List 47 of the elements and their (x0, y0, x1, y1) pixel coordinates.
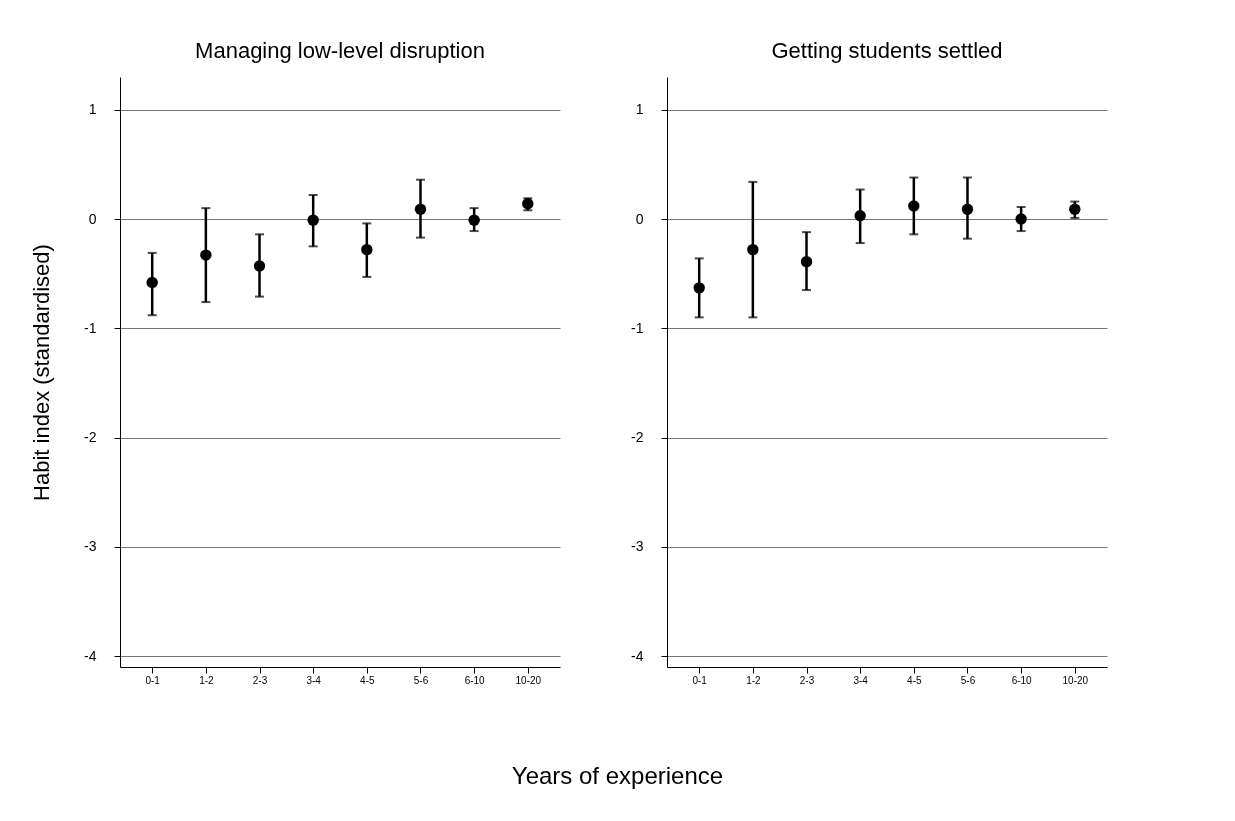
y-tick-label: -4 (631, 647, 644, 664)
y-tick-label: -3 (631, 538, 644, 555)
y-tick-label: -1 (631, 319, 644, 336)
x-tick-label: 6-10 (1011, 674, 1033, 686)
x-tick-label: 3-4 (306, 674, 322, 686)
point (747, 243, 759, 256)
x-tick-label: 10-20 (515, 674, 542, 686)
x-tick-label: 0-1 (692, 674, 708, 686)
point (908, 200, 920, 212)
y-tick-label: -3 (84, 538, 97, 555)
y-tick-label: -2 (631, 429, 644, 446)
point (468, 214, 480, 226)
point (1069, 203, 1081, 215)
y-tick-label: 0 (88, 210, 97, 227)
point (854, 210, 866, 222)
y-tick-label: -2 (84, 429, 97, 446)
point (361, 243, 373, 256)
x-tick-label: 6-10 (464, 674, 486, 686)
x-tick-label: 2-3 (252, 674, 268, 686)
x-tick-label: 5-6 (960, 674, 976, 686)
point (253, 260, 266, 272)
x-tick-label: 2-3 (799, 674, 815, 686)
point (961, 203, 974, 215)
y-tick-label: 1 (635, 101, 644, 118)
y-axis-title: Habit index (standardised) (29, 244, 55, 501)
chart-title: Managing low-level disruption (195, 38, 485, 63)
point (1015, 213, 1027, 225)
x-tick-label: 4-5 (360, 674, 375, 686)
chart-title: Getting students settled (771, 38, 1003, 63)
x-tick-label: 5-6 (413, 674, 429, 686)
point (307, 214, 319, 226)
point (800, 255, 813, 268)
x-tick-label: 1-2 (746, 674, 762, 686)
x-tick-label: 4-5 (907, 674, 922, 686)
y-tick-label: 0 (635, 210, 644, 227)
point (414, 203, 427, 215)
y-tick-label: 1 (88, 101, 97, 118)
x-tick-label: 3-4 (853, 674, 869, 686)
x-tick-label: 1-2 (199, 674, 215, 686)
point (146, 276, 158, 289)
point (200, 249, 212, 261)
x-axis-title: Years of experience (510, 762, 725, 790)
y-tick-label: -1 (84, 319, 97, 336)
x-tick-label: 10-20 (1062, 674, 1089, 686)
point (693, 282, 705, 294)
x-tick-label: 0-1 (145, 674, 161, 686)
y-tick-label: -4 (84, 647, 97, 664)
